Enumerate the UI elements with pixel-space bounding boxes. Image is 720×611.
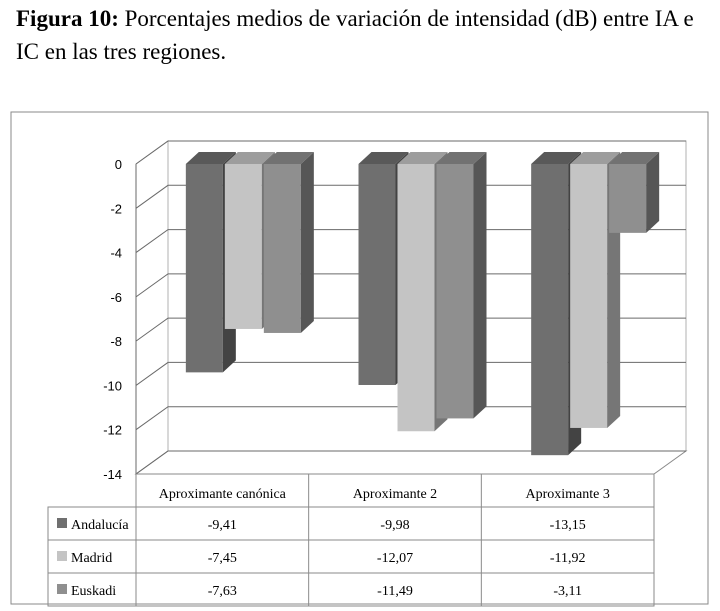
bar-top: [397, 152, 448, 164]
bar-top: [531, 152, 582, 164]
figure-caption: Figura 10: Porcentajes medios de variaci…: [16, 2, 706, 68]
series-name: Madrid: [71, 551, 112, 566]
caption-label: Figura 10:: [16, 6, 119, 31]
y-tick-label: -14: [103, 467, 122, 482]
bar-top: [436, 152, 487, 164]
gridline: [135, 229, 686, 253]
gridline: [135, 317, 686, 342]
y-tick-label: -8: [110, 334, 122, 349]
gridline: [135, 184, 686, 209]
series-name: Andalucía: [71, 518, 129, 533]
bar: [436, 164, 474, 419]
bar-top: [224, 152, 275, 164]
bar-side: [300, 152, 314, 333]
bar-top: [609, 152, 660, 164]
bar-top: [263, 152, 314, 164]
y-tick-label: -10: [103, 378, 122, 393]
bar-top: [358, 152, 409, 164]
bar: [185, 164, 223, 373]
data-label: -12,07: [377, 551, 413, 566]
caption-text: Porcentajes medios de variación de inten…: [16, 6, 694, 64]
data-label: -9,98: [380, 518, 409, 533]
bar: [570, 164, 608, 428]
category-label: Aproximante canónica: [159, 487, 287, 502]
bar: [531, 164, 569, 456]
y-tick-label: -12: [103, 423, 122, 438]
y-tick-label: -4: [110, 246, 122, 261]
data-label: -9,41: [208, 518, 237, 533]
category-label: Aproximante 2: [353, 487, 437, 502]
gridline: [135, 361, 686, 386]
y-tick-label: 0: [115, 157, 122, 172]
data-label: -7,63: [208, 584, 237, 599]
bar: [224, 164, 262, 329]
bar: [609, 164, 647, 233]
legend-swatch: [57, 551, 67, 561]
data-label: -13,15: [550, 518, 586, 533]
gridline: [135, 450, 686, 475]
series-name: Euskadi: [71, 584, 116, 599]
bar: [263, 164, 301, 333]
floor: [134, 450, 688, 475]
gridline: [135, 273, 686, 298]
gridline: [135, 140, 686, 165]
y-tick-label: -2: [110, 201, 122, 216]
bar: [358, 164, 396, 385]
data-label: -11,92: [550, 551, 586, 566]
bar-side: [646, 152, 660, 233]
bar-top: [570, 152, 621, 164]
legend-swatch: [57, 584, 67, 594]
bar-top: [185, 152, 236, 164]
legend-swatch: [57, 518, 67, 528]
category-label: Aproximante 3: [525, 487, 609, 502]
gridline: [135, 406, 686, 431]
bar-side: [473, 152, 487, 419]
bar: [397, 164, 435, 432]
side-wall: [135, 140, 169, 475]
y-tick-label: -6: [110, 290, 122, 305]
data-label: -7,45: [208, 551, 237, 566]
data-label: -3,11: [553, 584, 582, 599]
data-label: -11,49: [377, 584, 413, 599]
